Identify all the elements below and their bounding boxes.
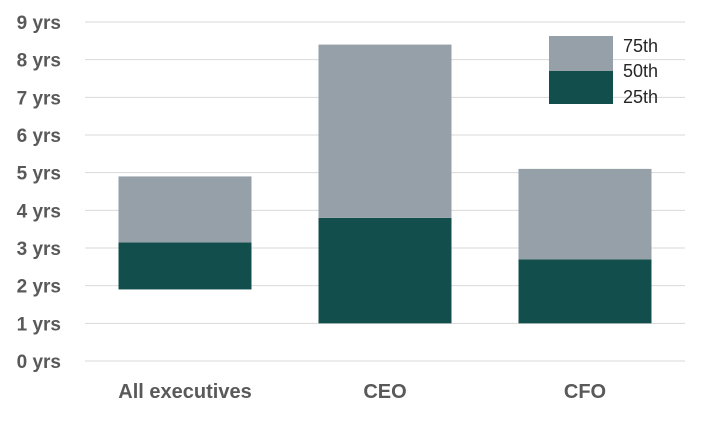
legend-swatch-75th: [549, 36, 613, 71]
bar-segment-50th-to-75th: [518, 168, 652, 260]
y-tick-label: 5 yrs: [17, 164, 61, 185]
x-category-label: CEO: [363, 381, 406, 403]
bars: [118, 44, 652, 324]
legend-label: 75th: [623, 36, 658, 56]
y-tick-label: 7 yrs: [17, 88, 61, 109]
legend-label: 50th: [623, 61, 658, 81]
y-tick-label: 0 yrs: [17, 352, 61, 373]
y-tick-label: 9 yrs: [17, 13, 61, 34]
x-category-label: All executives: [118, 381, 251, 403]
y-tick-label: 3 yrs: [17, 239, 61, 260]
legend-label: 25th: [623, 87, 658, 107]
bar-segment-25th-to-50th: [518, 259, 652, 324]
x-category-label: CFO: [564, 381, 606, 403]
bar-segment-25th-to-50th: [318, 217, 452, 324]
y-tick-label: 8 yrs: [17, 51, 61, 72]
y-axis-tick-labels: 0 yrs 1 yrs 2 yrs 3 yrs 4 yrs 5 yrs 6 yrs 7 yrs…: [17, 13, 61, 373]
y-tick-label: 4 yrs: [17, 201, 61, 222]
y-tick-label: 1 yrs: [17, 314, 61, 335]
legend-swatch-50th: [549, 71, 613, 104]
bar-segment-50th-to-75th: [318, 44, 452, 218]
y-tick-label: 2 yrs: [17, 277, 61, 298]
bar-segment-25th-to-50th: [118, 242, 252, 290]
legend: 75th 50th 25th: [549, 36, 658, 107]
y-tick-label: 6 yrs: [17, 126, 61, 147]
bar-segment-50th-to-75th: [118, 176, 252, 243]
x-axis-category-labels: All executives CEO CFO: [118, 381, 606, 403]
